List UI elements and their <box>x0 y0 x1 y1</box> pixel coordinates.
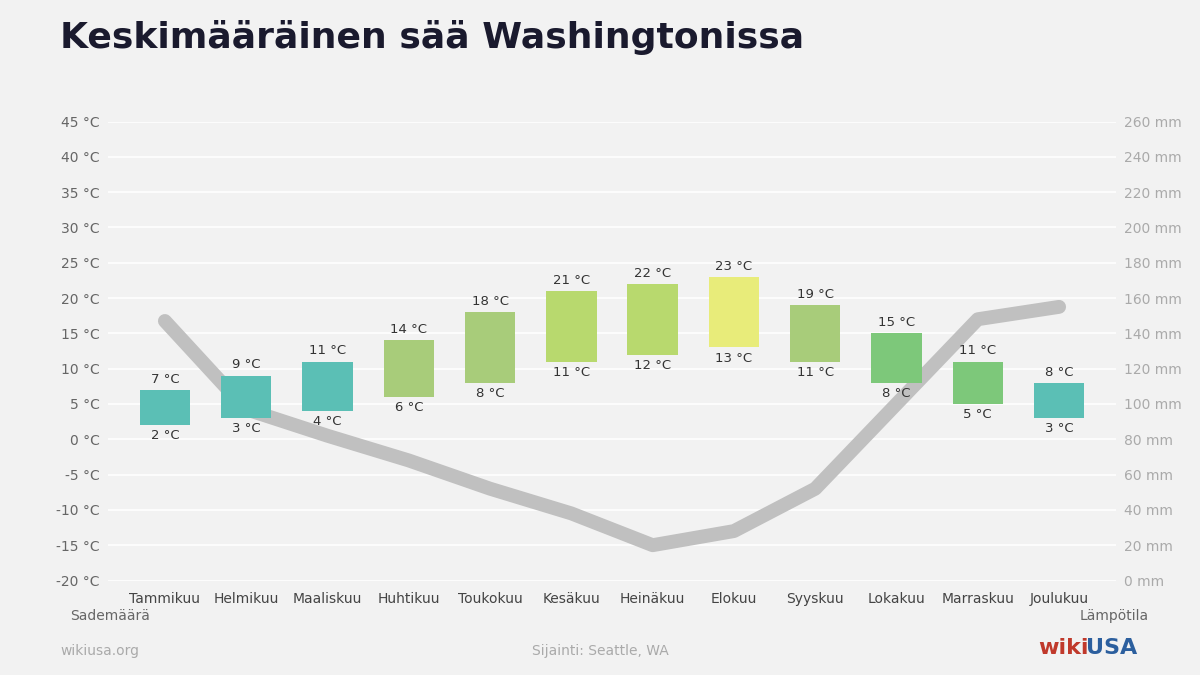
Text: wikiusa.org: wikiusa.org <box>60 644 139 658</box>
Text: Keskimääräinen sää Washingtonissa: Keskimääräinen sää Washingtonissa <box>60 20 804 55</box>
Text: 9 °C: 9 °C <box>232 358 260 371</box>
Text: Lämpötila: Lämpötila <box>1080 609 1148 623</box>
Text: 23 °C: 23 °C <box>715 260 752 273</box>
Bar <box>790 305 840 362</box>
Text: 14 °C: 14 °C <box>390 323 427 336</box>
Text: 4 °C: 4 °C <box>313 415 342 428</box>
Text: 15 °C: 15 °C <box>878 316 916 329</box>
Bar <box>464 312 515 383</box>
Text: 11 °C: 11 °C <box>797 366 834 379</box>
Bar <box>221 376 271 418</box>
Bar <box>871 333 922 383</box>
Bar <box>709 277 760 348</box>
Text: 5 °C: 5 °C <box>964 408 992 421</box>
Bar <box>628 284 678 354</box>
Text: 3 °C: 3 °C <box>232 423 260 435</box>
Text: 13 °C: 13 °C <box>715 352 752 364</box>
Text: 18 °C: 18 °C <box>472 295 509 308</box>
Text: USA: USA <box>1086 638 1138 658</box>
Bar <box>1034 383 1085 418</box>
Text: wiki: wiki <box>1038 638 1088 658</box>
Text: 8 °C: 8 °C <box>476 387 504 400</box>
Text: 12 °C: 12 °C <box>634 359 671 372</box>
Bar <box>139 390 190 425</box>
Text: 3 °C: 3 °C <box>1045 423 1074 435</box>
Text: 7 °C: 7 °C <box>150 373 179 385</box>
Text: 11 °C: 11 °C <box>308 344 346 357</box>
Text: 11 °C: 11 °C <box>553 366 590 379</box>
Text: 22 °C: 22 °C <box>634 267 671 279</box>
Text: Sademäärä: Sademäärä <box>70 609 150 623</box>
Bar <box>384 340 434 397</box>
Text: 8 °C: 8 °C <box>882 387 911 400</box>
Bar <box>953 362 1003 404</box>
Text: 11 °C: 11 °C <box>959 344 996 357</box>
Text: 8 °C: 8 °C <box>1045 366 1073 379</box>
Bar <box>546 291 596 362</box>
Text: 6 °C: 6 °C <box>395 401 424 414</box>
Bar <box>302 362 353 411</box>
Text: 21 °C: 21 °C <box>553 274 590 287</box>
Text: Sijainti: Seattle, WA: Sijainti: Seattle, WA <box>532 644 668 658</box>
Text: 19 °C: 19 °C <box>797 288 834 301</box>
Text: 2 °C: 2 °C <box>150 429 179 442</box>
